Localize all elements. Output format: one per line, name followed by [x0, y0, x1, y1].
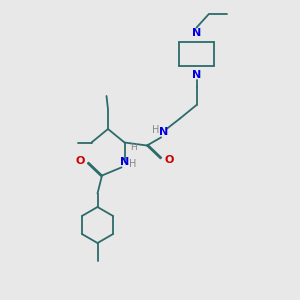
- Text: O: O: [164, 155, 174, 165]
- Text: N: N: [192, 70, 201, 80]
- Text: N: N: [120, 157, 129, 167]
- Text: H: H: [129, 159, 137, 169]
- Text: N: N: [192, 28, 201, 38]
- Text: O: O: [75, 156, 85, 166]
- Text: N: N: [159, 127, 168, 137]
- Text: H: H: [152, 125, 159, 135]
- Text: H: H: [130, 142, 137, 152]
